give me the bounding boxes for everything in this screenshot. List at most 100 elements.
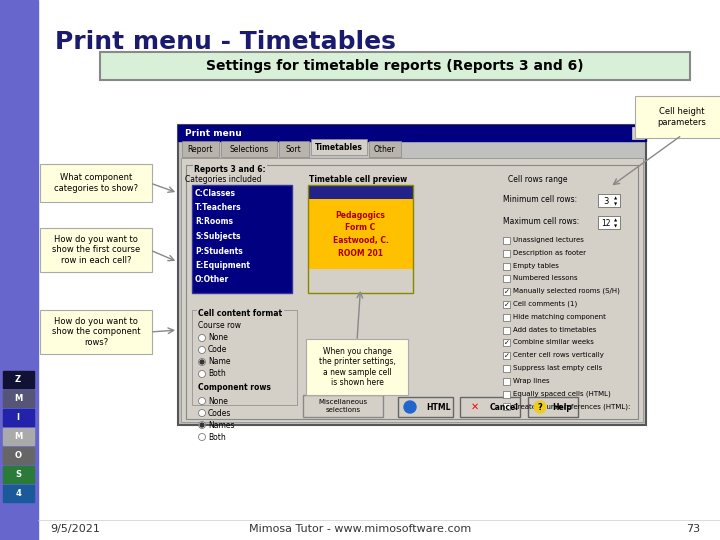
Bar <box>3 428 34 445</box>
Text: Cell comments (1): Cell comments (1) <box>513 301 577 307</box>
Text: Both: Both <box>208 369 226 379</box>
Bar <box>3 390 34 407</box>
Circle shape <box>199 409 205 416</box>
Bar <box>178 125 646 425</box>
Text: Create course references (HTML):: Create course references (HTML): <box>513 403 631 410</box>
Text: Minimum cell rows:: Minimum cell rows: <box>503 195 577 205</box>
Text: Categories included: Categories included <box>185 174 261 184</box>
Bar <box>503 352 510 359</box>
Text: Combine similar weeks: Combine similar weeks <box>513 340 594 346</box>
Bar <box>503 378 510 385</box>
Text: Both: Both <box>208 433 226 442</box>
FancyBboxPatch shape <box>40 228 152 272</box>
Bar <box>503 340 510 346</box>
Text: C:Classes: C:Classes <box>195 188 236 198</box>
Bar <box>503 288 510 295</box>
Bar <box>503 390 510 397</box>
Text: Cell content format: Cell content format <box>198 308 282 318</box>
Circle shape <box>404 401 416 413</box>
Bar <box>503 262 510 269</box>
Bar <box>308 255 413 269</box>
Bar <box>311 139 366 155</box>
Text: Cancel: Cancel <box>490 402 519 411</box>
Text: Eastwood, C.: Eastwood, C. <box>333 237 388 246</box>
Text: Print menu - Timetables: Print menu - Timetables <box>55 30 396 54</box>
Bar <box>178 125 646 141</box>
Circle shape <box>200 360 204 364</box>
Text: Pedagogics: Pedagogics <box>336 211 385 219</box>
Bar <box>3 371 34 388</box>
Text: Other: Other <box>374 145 396 153</box>
Text: 4: 4 <box>15 489 21 498</box>
Text: Report: Report <box>188 145 213 153</box>
FancyBboxPatch shape <box>40 310 152 354</box>
Circle shape <box>199 434 205 441</box>
Text: O: O <box>14 451 22 460</box>
Text: ▼: ▼ <box>614 224 618 228</box>
Bar <box>3 485 34 502</box>
Bar <box>221 141 276 157</box>
Circle shape <box>199 359 205 366</box>
Text: Reports 3 and 6:: Reports 3 and 6: <box>194 165 266 173</box>
Text: ✕: ✕ <box>471 402 479 412</box>
Text: ROOM 201: ROOM 201 <box>338 249 383 259</box>
Circle shape <box>199 347 205 354</box>
Bar <box>3 466 34 483</box>
Text: Hide matching component: Hide matching component <box>513 314 606 320</box>
Text: Course row: Course row <box>198 321 241 329</box>
Text: Description as footer: Description as footer <box>513 250 586 256</box>
Bar <box>0 0 38 540</box>
Bar <box>503 314 510 321</box>
Text: How do you want to
show the component
rows?: How do you want to show the component ro… <box>52 317 140 347</box>
Bar <box>632 127 644 139</box>
Bar <box>192 185 292 293</box>
Text: Timetables: Timetables <box>315 143 363 152</box>
Text: T:Teachers: T:Teachers <box>195 203 242 212</box>
Text: ✓: ✓ <box>503 301 510 307</box>
Bar <box>528 397 578 417</box>
Text: P:Students: P:Students <box>195 246 243 255</box>
Text: ▼: ▼ <box>614 202 618 206</box>
Text: x: x <box>636 130 640 136</box>
Bar <box>503 327 510 334</box>
Circle shape <box>199 422 205 429</box>
Text: I: I <box>17 413 19 422</box>
Bar <box>182 141 219 157</box>
Text: 9/5/2021: 9/5/2021 <box>50 524 100 534</box>
Text: How do you want to
show the first course
row in each cell?: How do you want to show the first course… <box>52 235 140 265</box>
Text: Form C: Form C <box>346 224 376 233</box>
FancyBboxPatch shape <box>40 164 152 202</box>
Circle shape <box>199 334 205 341</box>
Text: When you change
the printer settings,
a new sample cell
is shown here: When you change the printer settings, a … <box>318 347 395 387</box>
Bar <box>181 158 643 422</box>
Circle shape <box>200 423 204 427</box>
Text: M: M <box>14 432 22 441</box>
Text: Miscellaneous
selections: Miscellaneous selections <box>318 400 368 413</box>
Bar <box>503 237 510 244</box>
Bar <box>503 301 510 308</box>
Bar <box>398 397 453 417</box>
Text: 3: 3 <box>603 197 608 206</box>
Text: Cell height
parameters: Cell height parameters <box>657 107 706 127</box>
Text: S:Subjects: S:Subjects <box>195 232 240 241</box>
Bar <box>503 365 510 372</box>
Bar <box>308 227 413 241</box>
Text: Mimosa Tutor - www.mimosoftware.com: Mimosa Tutor - www.mimosoftware.com <box>249 524 471 534</box>
Text: S: S <box>15 470 21 479</box>
Text: Suppress last empty cells: Suppress last empty cells <box>513 365 602 371</box>
Text: Settings for timetable reports (Reports 3 and 6): Settings for timetable reports (Reports … <box>206 59 584 73</box>
Text: Print menu: Print menu <box>185 129 242 138</box>
Text: Timetable cell preview: Timetable cell preview <box>309 174 407 184</box>
FancyBboxPatch shape <box>635 96 720 138</box>
Bar <box>192 310 297 405</box>
Bar <box>460 397 520 417</box>
Text: E:Equipment: E:Equipment <box>195 261 250 270</box>
Text: None: None <box>208 396 228 406</box>
Text: ▲: ▲ <box>614 218 618 222</box>
Text: Wrap lines: Wrap lines <box>513 378 549 384</box>
Text: Help: Help <box>552 402 572 411</box>
Text: Component rows: Component rows <box>198 383 271 393</box>
Text: Selections: Selections <box>229 145 269 153</box>
Bar <box>503 275 510 282</box>
Text: Unassigned lectures: Unassigned lectures <box>513 237 584 243</box>
